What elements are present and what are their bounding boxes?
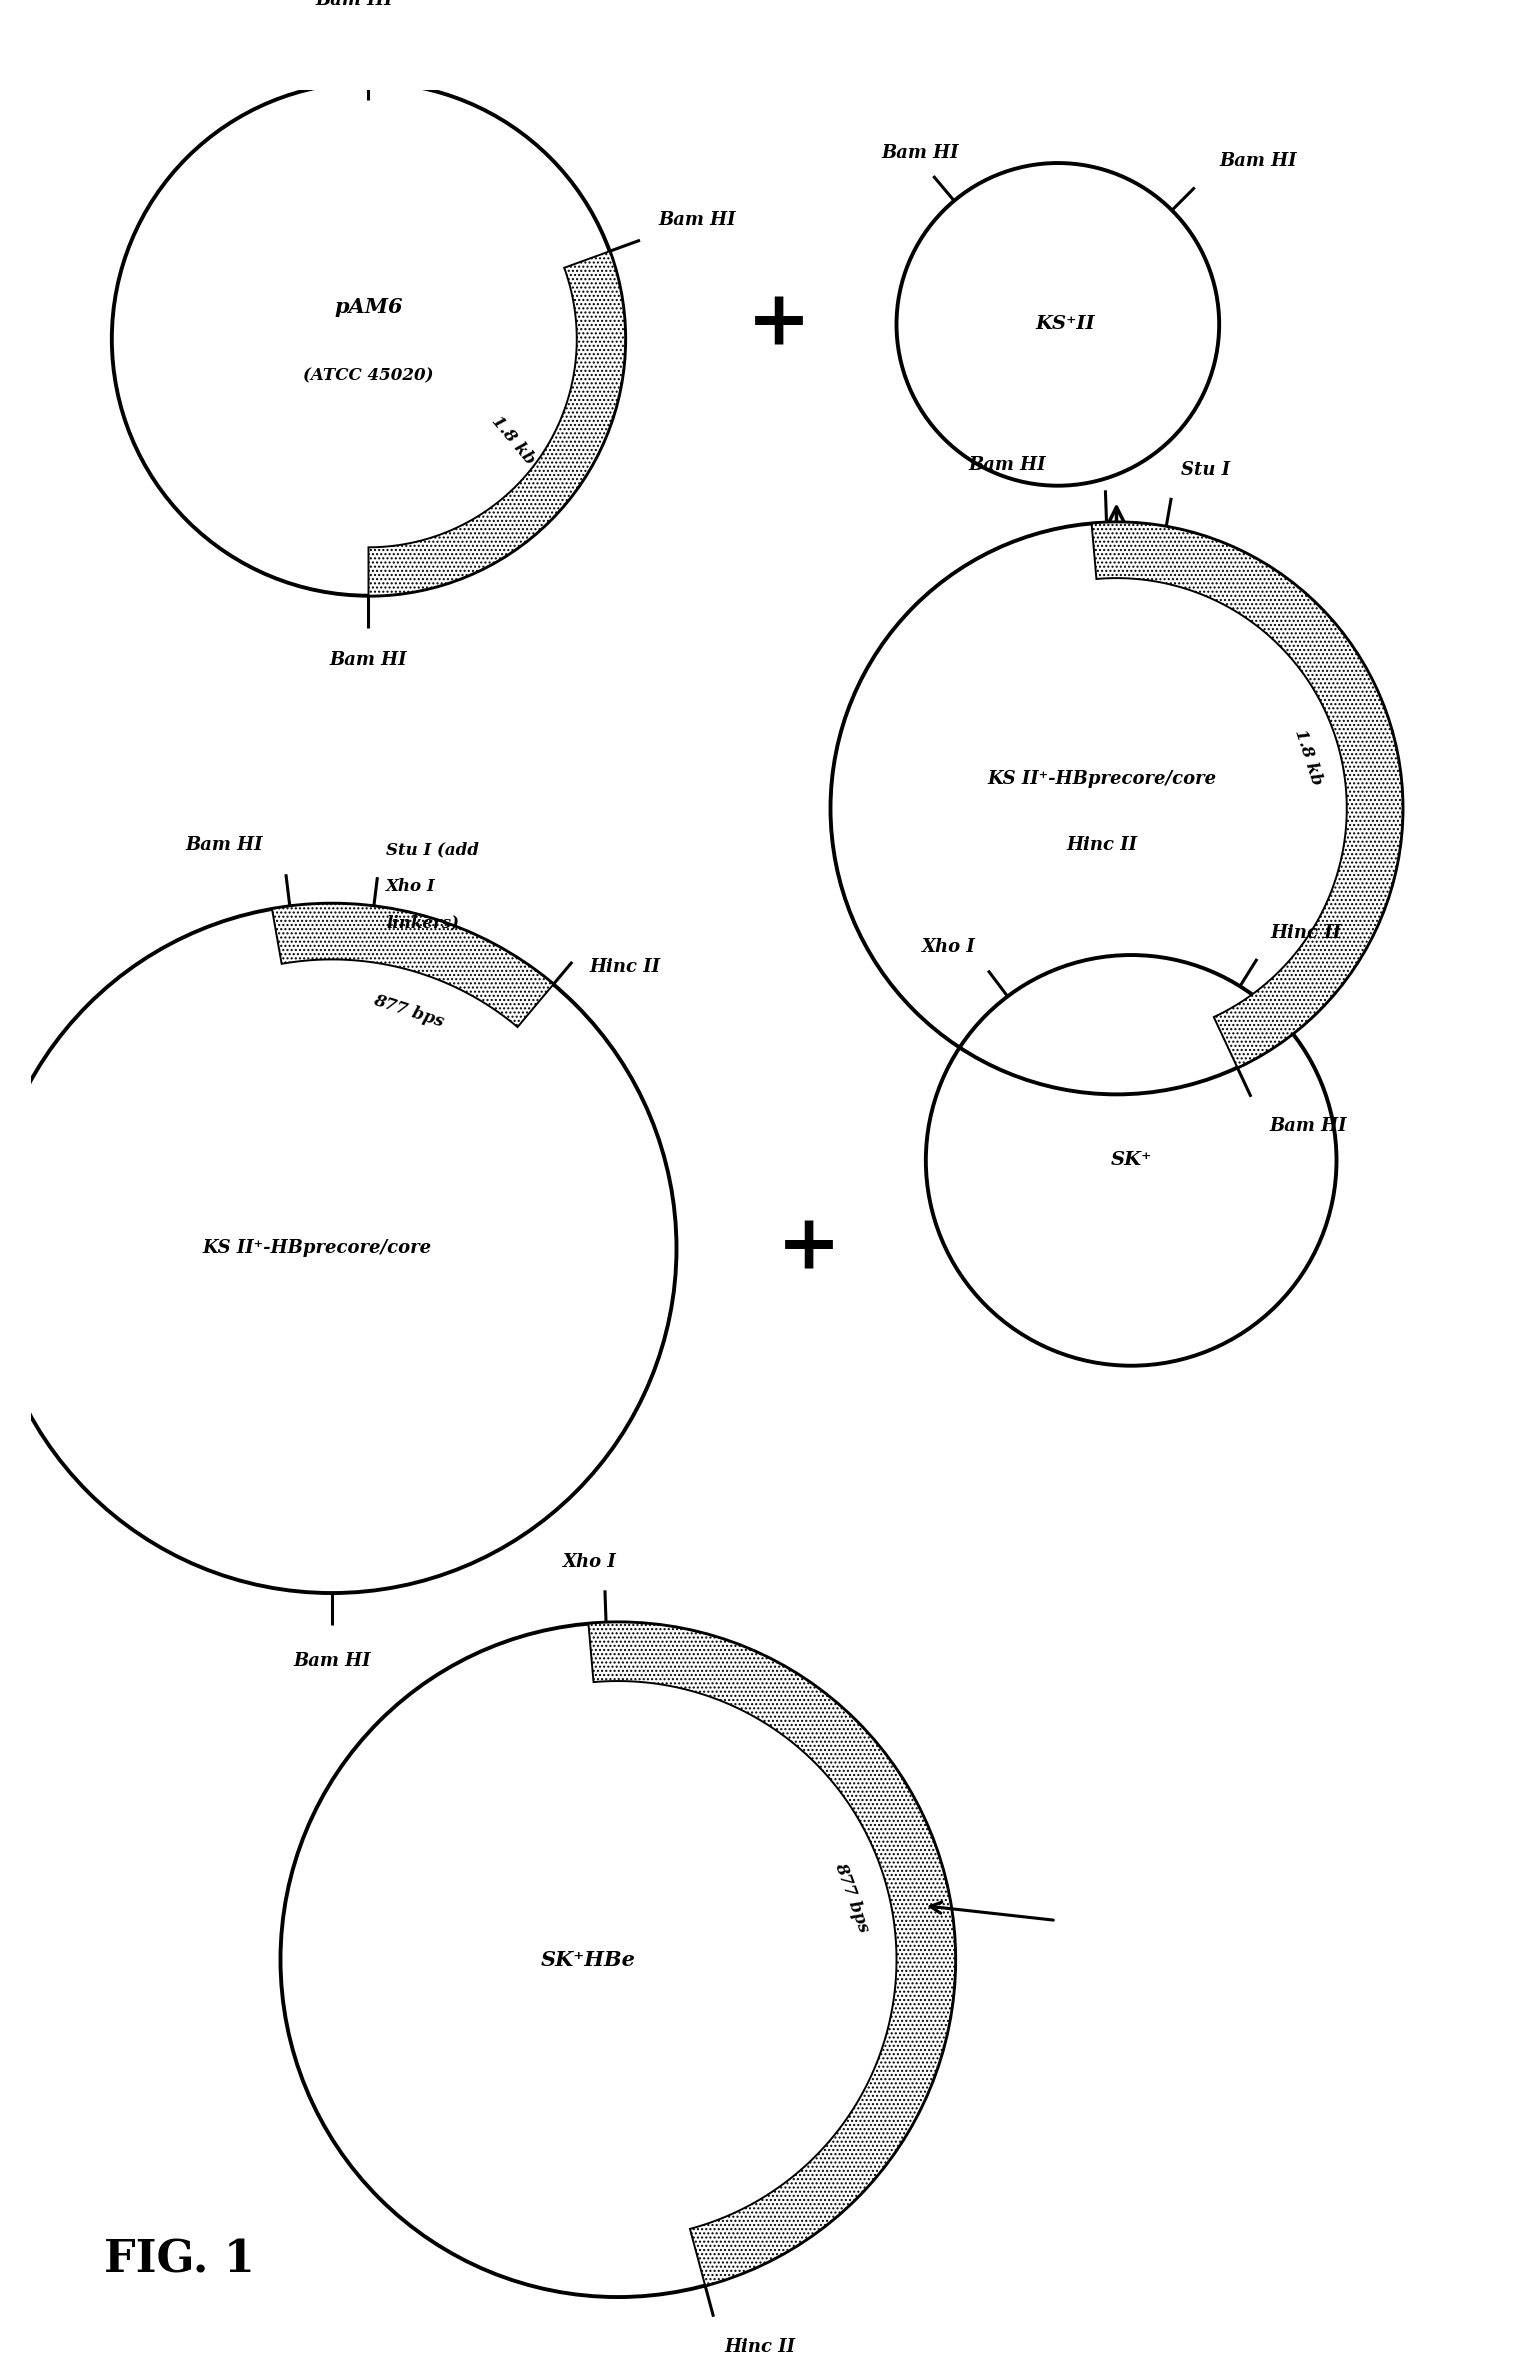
- Text: SK⁺HBe: SK⁺HBe: [541, 1951, 636, 1969]
- Text: Hinc II: Hinc II: [1271, 924, 1341, 941]
- Polygon shape: [1092, 521, 1402, 1066]
- Text: Bam HI: Bam HI: [1269, 1116, 1347, 1135]
- Text: Hinc II: Hinc II: [589, 957, 661, 976]
- Text: FIG. 1: FIG. 1: [104, 2240, 255, 2282]
- Text: Bam HI: Bam HI: [315, 0, 393, 9]
- Text: KS II⁺-HBprecore/core: KS II⁺-HBprecore/core: [988, 770, 1217, 789]
- Polygon shape: [589, 1623, 956, 2285]
- Text: 877 bps: 877 bps: [372, 991, 446, 1031]
- Text: Hinc II: Hinc II: [1066, 837, 1138, 853]
- Text: linkers): linkers): [387, 915, 459, 931]
- Text: Stu I: Stu I: [1180, 460, 1229, 479]
- Text: Bam HI: Bam HI: [185, 837, 263, 853]
- Text: Bam HI: Bam HI: [882, 145, 959, 161]
- Text: SK⁺: SK⁺: [1110, 1152, 1151, 1168]
- Polygon shape: [272, 903, 553, 1026]
- Text: +: +: [748, 287, 812, 360]
- Text: KS II⁺-HBprecore/core: KS II⁺-HBprecore/core: [203, 1240, 431, 1258]
- Text: Bam HI: Bam HI: [1220, 152, 1297, 171]
- Text: Xho I: Xho I: [387, 877, 436, 896]
- Text: Stu I (add: Stu I (add: [387, 841, 479, 858]
- Text: Xho I: Xho I: [922, 939, 976, 955]
- Text: Bam HI: Bam HI: [969, 455, 1046, 474]
- Text: +: +: [777, 1211, 841, 1285]
- Text: 877 bps: 877 bps: [832, 1860, 872, 1934]
- Text: 1.8 kb: 1.8 kb: [488, 412, 538, 467]
- Text: 1.8 kb: 1.8 kb: [1290, 728, 1324, 787]
- Text: Xho I: Xho I: [563, 1552, 616, 1571]
- Text: pAM6: pAM6: [335, 296, 402, 318]
- Text: Bam HI: Bam HI: [659, 211, 735, 230]
- Text: Hinc II: Hinc II: [725, 2339, 795, 2356]
- Text: (ATCC 45020): (ATCC 45020): [303, 367, 434, 384]
- Text: Bam HI: Bam HI: [294, 1652, 370, 1671]
- Text: Bam HI: Bam HI: [330, 652, 407, 668]
- Text: KS⁺II: KS⁺II: [1035, 315, 1095, 334]
- Polygon shape: [368, 251, 625, 595]
